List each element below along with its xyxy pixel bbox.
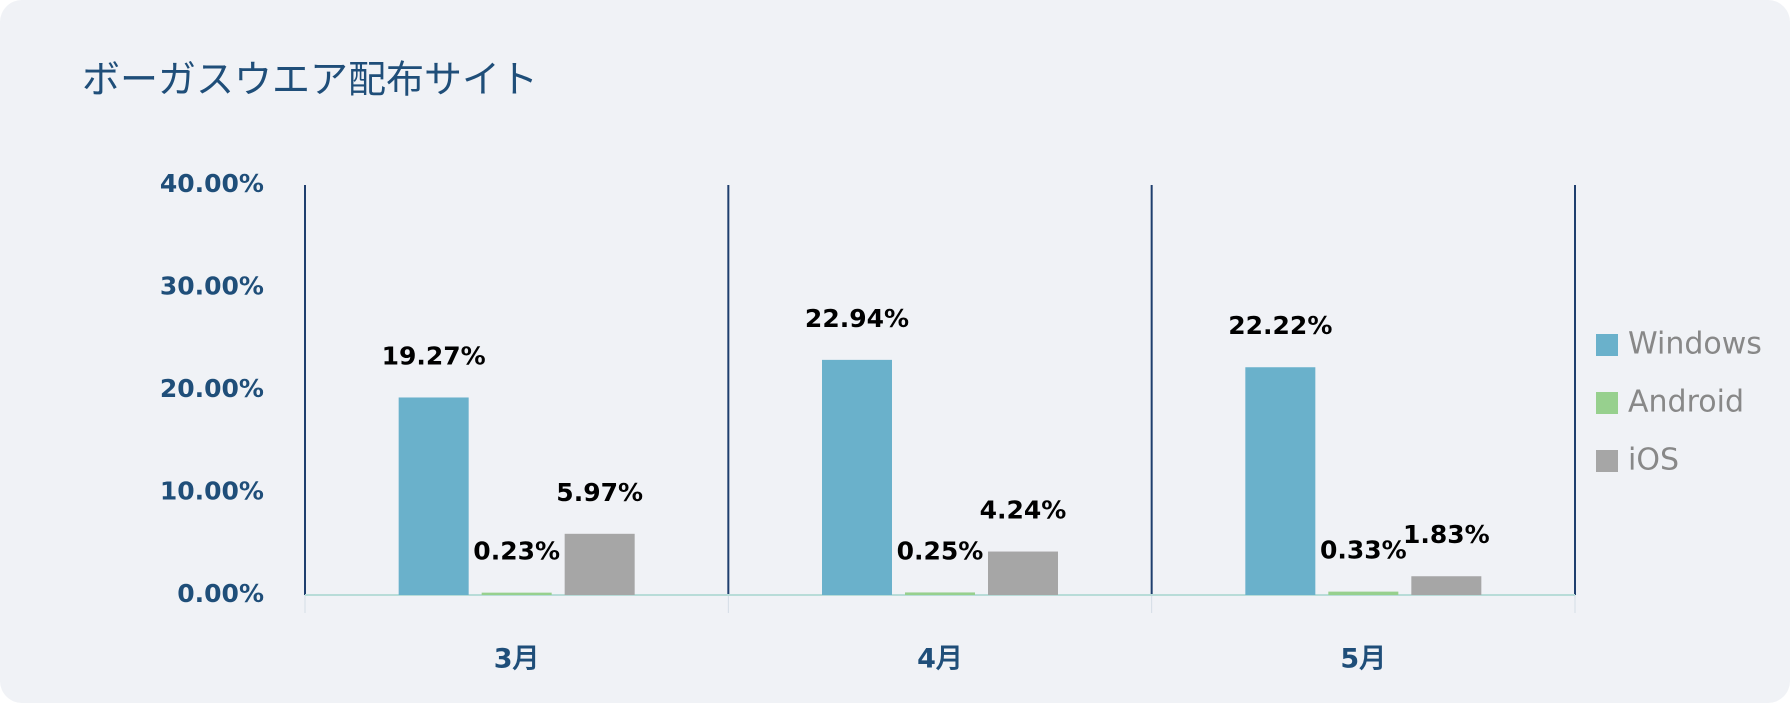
data-label: 0.33%: [1320, 536, 1407, 565]
bar: [1245, 367, 1316, 595]
y-tick-label: 10.00%: [160, 477, 264, 506]
legend-label: Android: [1628, 385, 1744, 420]
bar: [398, 397, 469, 595]
bar: [481, 592, 552, 595]
data-label: 1.83%: [1403, 520, 1490, 549]
x-tick-label: 4月: [917, 644, 963, 675]
legend-label: Windows: [1628, 327, 1762, 362]
y-tick-label: 30.00%: [160, 272, 264, 301]
data-label: 22.22%: [1228, 311, 1332, 340]
bar: [822, 359, 892, 595]
bar: [1328, 591, 1399, 595]
y-tick-label: 20.00%: [160, 374, 264, 403]
y-tick-label: 40.00%: [160, 169, 264, 198]
legend-swatch: [1596, 450, 1618, 472]
bar: [988, 551, 1058, 595]
data-label: 22.94%: [805, 304, 909, 333]
data-label: 0.25%: [897, 536, 984, 565]
y-tick-label: 0.00%: [177, 579, 264, 608]
data-label: 5.97%: [556, 478, 643, 507]
data-label: 19.27%: [382, 341, 486, 370]
x-tick-label: 3月: [494, 644, 540, 675]
bar: [905, 592, 975, 595]
bar: [1411, 576, 1482, 595]
data-label: 4.24%: [980, 496, 1067, 525]
legend-swatch: [1596, 334, 1618, 356]
legend-label: iOS: [1628, 443, 1679, 478]
x-tick-label: 5月: [1340, 644, 1386, 675]
data-label: 0.23%: [473, 537, 560, 566]
bar: [564, 533, 635, 595]
chart-title: ボーガスウエア配布サイト: [82, 58, 538, 102]
legend-swatch: [1596, 392, 1618, 414]
